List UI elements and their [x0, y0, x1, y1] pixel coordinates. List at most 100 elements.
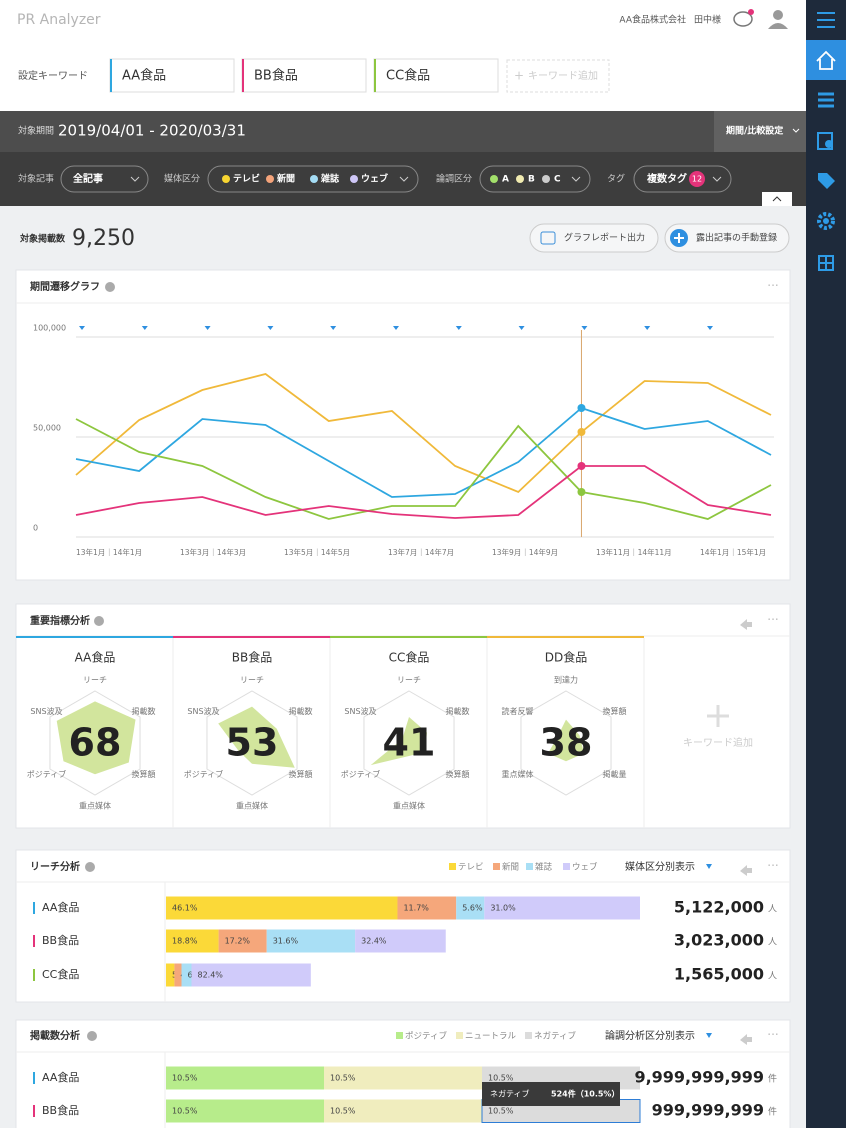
media-dot: [350, 175, 358, 183]
tone-dot: [516, 175, 524, 183]
keyword-color-bar: [110, 59, 112, 92]
legend-label: ウェブ: [572, 862, 598, 873]
label: 論調区分: [436, 173, 472, 185]
label: 論調分析区分別表示: [605, 1029, 695, 1042]
y-tick-label: 50,000: [33, 424, 61, 433]
legend-swatch: [526, 863, 533, 870]
segment-label: 82.4%: [197, 971, 223, 980]
segment-label: 10.5%: [330, 1074, 356, 1083]
kpi-name: BB食品: [232, 651, 272, 665]
label: +: [514, 69, 524, 83]
radar-axis-label: リーチ: [83, 676, 107, 685]
kpi-card-top-border: [330, 636, 487, 638]
decoration: [825, 140, 833, 148]
media-option: ウェブ: [361, 173, 388, 185]
label: グラフレポート出力: [564, 232, 645, 244]
tone-option: C: [554, 175, 561, 185]
radar-axis-label: SNS波及: [30, 706, 62, 716]
label: 媒体区分別表示: [625, 860, 695, 873]
label: 対象掲載数: [19, 233, 66, 245]
row-total: 5,122,000: [674, 898, 764, 917]
radar-axis-label: ポジティブ: [184, 769, 224, 779]
register-button[interactable]: 露出記事の手動登録: [665, 224, 789, 252]
media-dot: [222, 175, 230, 183]
keyword-color-bar: [242, 59, 244, 92]
segment-label: 10.5%: [172, 1074, 198, 1083]
kpi-score: 53: [226, 721, 279, 765]
row-total: 1,565,000: [674, 965, 764, 984]
row-color-bar: [33, 969, 35, 981]
user-name: 田中様: [694, 14, 721, 26]
radar-axis-label: ポジティブ: [341, 769, 381, 779]
row-unit: 件: [768, 1073, 777, 1085]
x-tick-label: 14年1月｜15年1月: [700, 547, 766, 557]
kpi-card-top-border: [173, 636, 330, 638]
label: 媒体区分: [164, 173, 200, 185]
segment-label: 31.6%: [273, 937, 299, 946]
report-button[interactable]: グラフレポート出力: [530, 224, 658, 252]
row-color-bar: [33, 935, 35, 947]
decoration: [748, 9, 754, 15]
radar-axis-label: 掲載数: [445, 706, 469, 716]
card-title: 期間遷移グラフ: [30, 280, 100, 293]
legend-swatch: [456, 1032, 463, 1039]
decoration: [105, 282, 115, 292]
period-settings-button[interactable]: 期間/比較設定: [714, 111, 806, 152]
kpi-card-top-border: [16, 636, 173, 638]
add-keyword-button[interactable]: + キーワード追加: [507, 60, 609, 92]
company: AA食品株式会社: [619, 14, 686, 26]
card-title: 重要指標分析: [30, 614, 90, 627]
row-name: CC食品: [42, 968, 79, 981]
kpi-name: AA食品: [75, 651, 116, 665]
legend-label: ニュートラル: [465, 1032, 517, 1042]
add-keyword-text: キーワード追加: [528, 69, 598, 82]
segment-label: 10.5%: [488, 1107, 514, 1116]
x-tick-label: 13年9月｜14年9月: [492, 547, 558, 557]
legend-swatch: [525, 1032, 532, 1039]
decoration: [762, 192, 792, 206]
y-tick-label: 100,000: [33, 324, 66, 333]
radar-axis-label: 重点媒体: [393, 801, 425, 811]
legend-label: テレビ: [458, 863, 484, 873]
keyword-box: CC食品: [374, 59, 498, 92]
row-unit: 人: [768, 938, 777, 948]
label: 524件（10.5%）: [551, 1089, 619, 1099]
legend-label: 新聞: [502, 863, 519, 873]
collapse-tab[interactable]: [762, 192, 792, 206]
keyword-text: BB食品: [254, 69, 298, 84]
row-total: 999,999,999: [652, 1101, 764, 1120]
legend-label: ネガティブ: [534, 1031, 576, 1042]
row-color-bar: [33, 902, 35, 914]
radar-axis-label: ポジティブ: [27, 769, 67, 779]
selected-point: [577, 488, 585, 496]
kpi-card-top-border: [487, 636, 644, 638]
label: ネガティブ: [490, 1089, 530, 1099]
kpi-name: DD食品: [545, 651, 587, 665]
label: 対象記事: [18, 173, 54, 185]
legend-swatch: [563, 863, 570, 870]
radar-axis-label: SNS波及: [187, 706, 219, 716]
y-tick-label: 0: [33, 524, 38, 533]
keyword-box: BB食品: [242, 59, 366, 92]
decoration: [85, 862, 95, 872]
tone-option: A: [502, 175, 509, 185]
nav-home[interactable]: [806, 40, 846, 80]
article-count: 9,250: [72, 226, 135, 251]
segment-label: 32.4%: [361, 937, 387, 946]
media-dot: [266, 175, 274, 183]
radar-axis-label: 掲載量: [602, 769, 626, 779]
row-unit: 人: [768, 972, 777, 982]
kpi-score: 68: [69, 721, 122, 765]
row-name: AA食品: [42, 1071, 79, 1084]
media-dot: [310, 175, 318, 183]
label: タグ: [607, 173, 625, 185]
radar-axis-label: 掲載数: [288, 706, 312, 716]
kpi-name: CC食品: [389, 651, 430, 665]
label: 複数タグ: [646, 172, 687, 185]
decoration: [87, 1031, 97, 1041]
radar-axis-label: 換算額: [445, 769, 469, 779]
radar-axis-label: 換算額: [602, 706, 626, 716]
